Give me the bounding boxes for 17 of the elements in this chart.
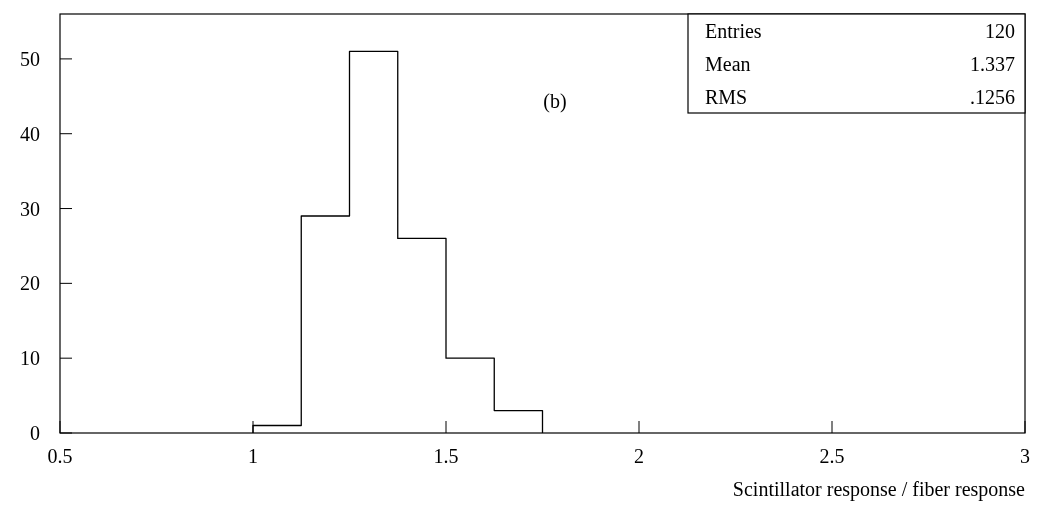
y-tick-label: 30 [20,197,40,220]
y-tick-label: 40 [20,122,40,145]
x-axis-title: Scintillator response / fiber response [732,478,1026,501]
y-tick-label: 10 [20,347,40,370]
x-tick-label: 1.5 [433,445,459,467]
x-tick-label: 2.5 [819,445,845,467]
text: RMS .1256 [705,86,1015,108]
annotation: (b) [543,90,567,113]
y-tick-label: 20 [20,272,40,295]
text: Entries 120 [705,20,1015,42]
x-tick-label: 1 [248,445,258,467]
x-tick-label: 2 [634,445,644,467]
text: Mean 1.337 [705,53,1015,75]
x-tick-label: 0.5 [47,445,73,467]
y-tick-label: 0 [30,422,40,444]
y-tick-label: 50 [20,47,40,70]
x-tick-label: 3 [1020,445,1030,467]
